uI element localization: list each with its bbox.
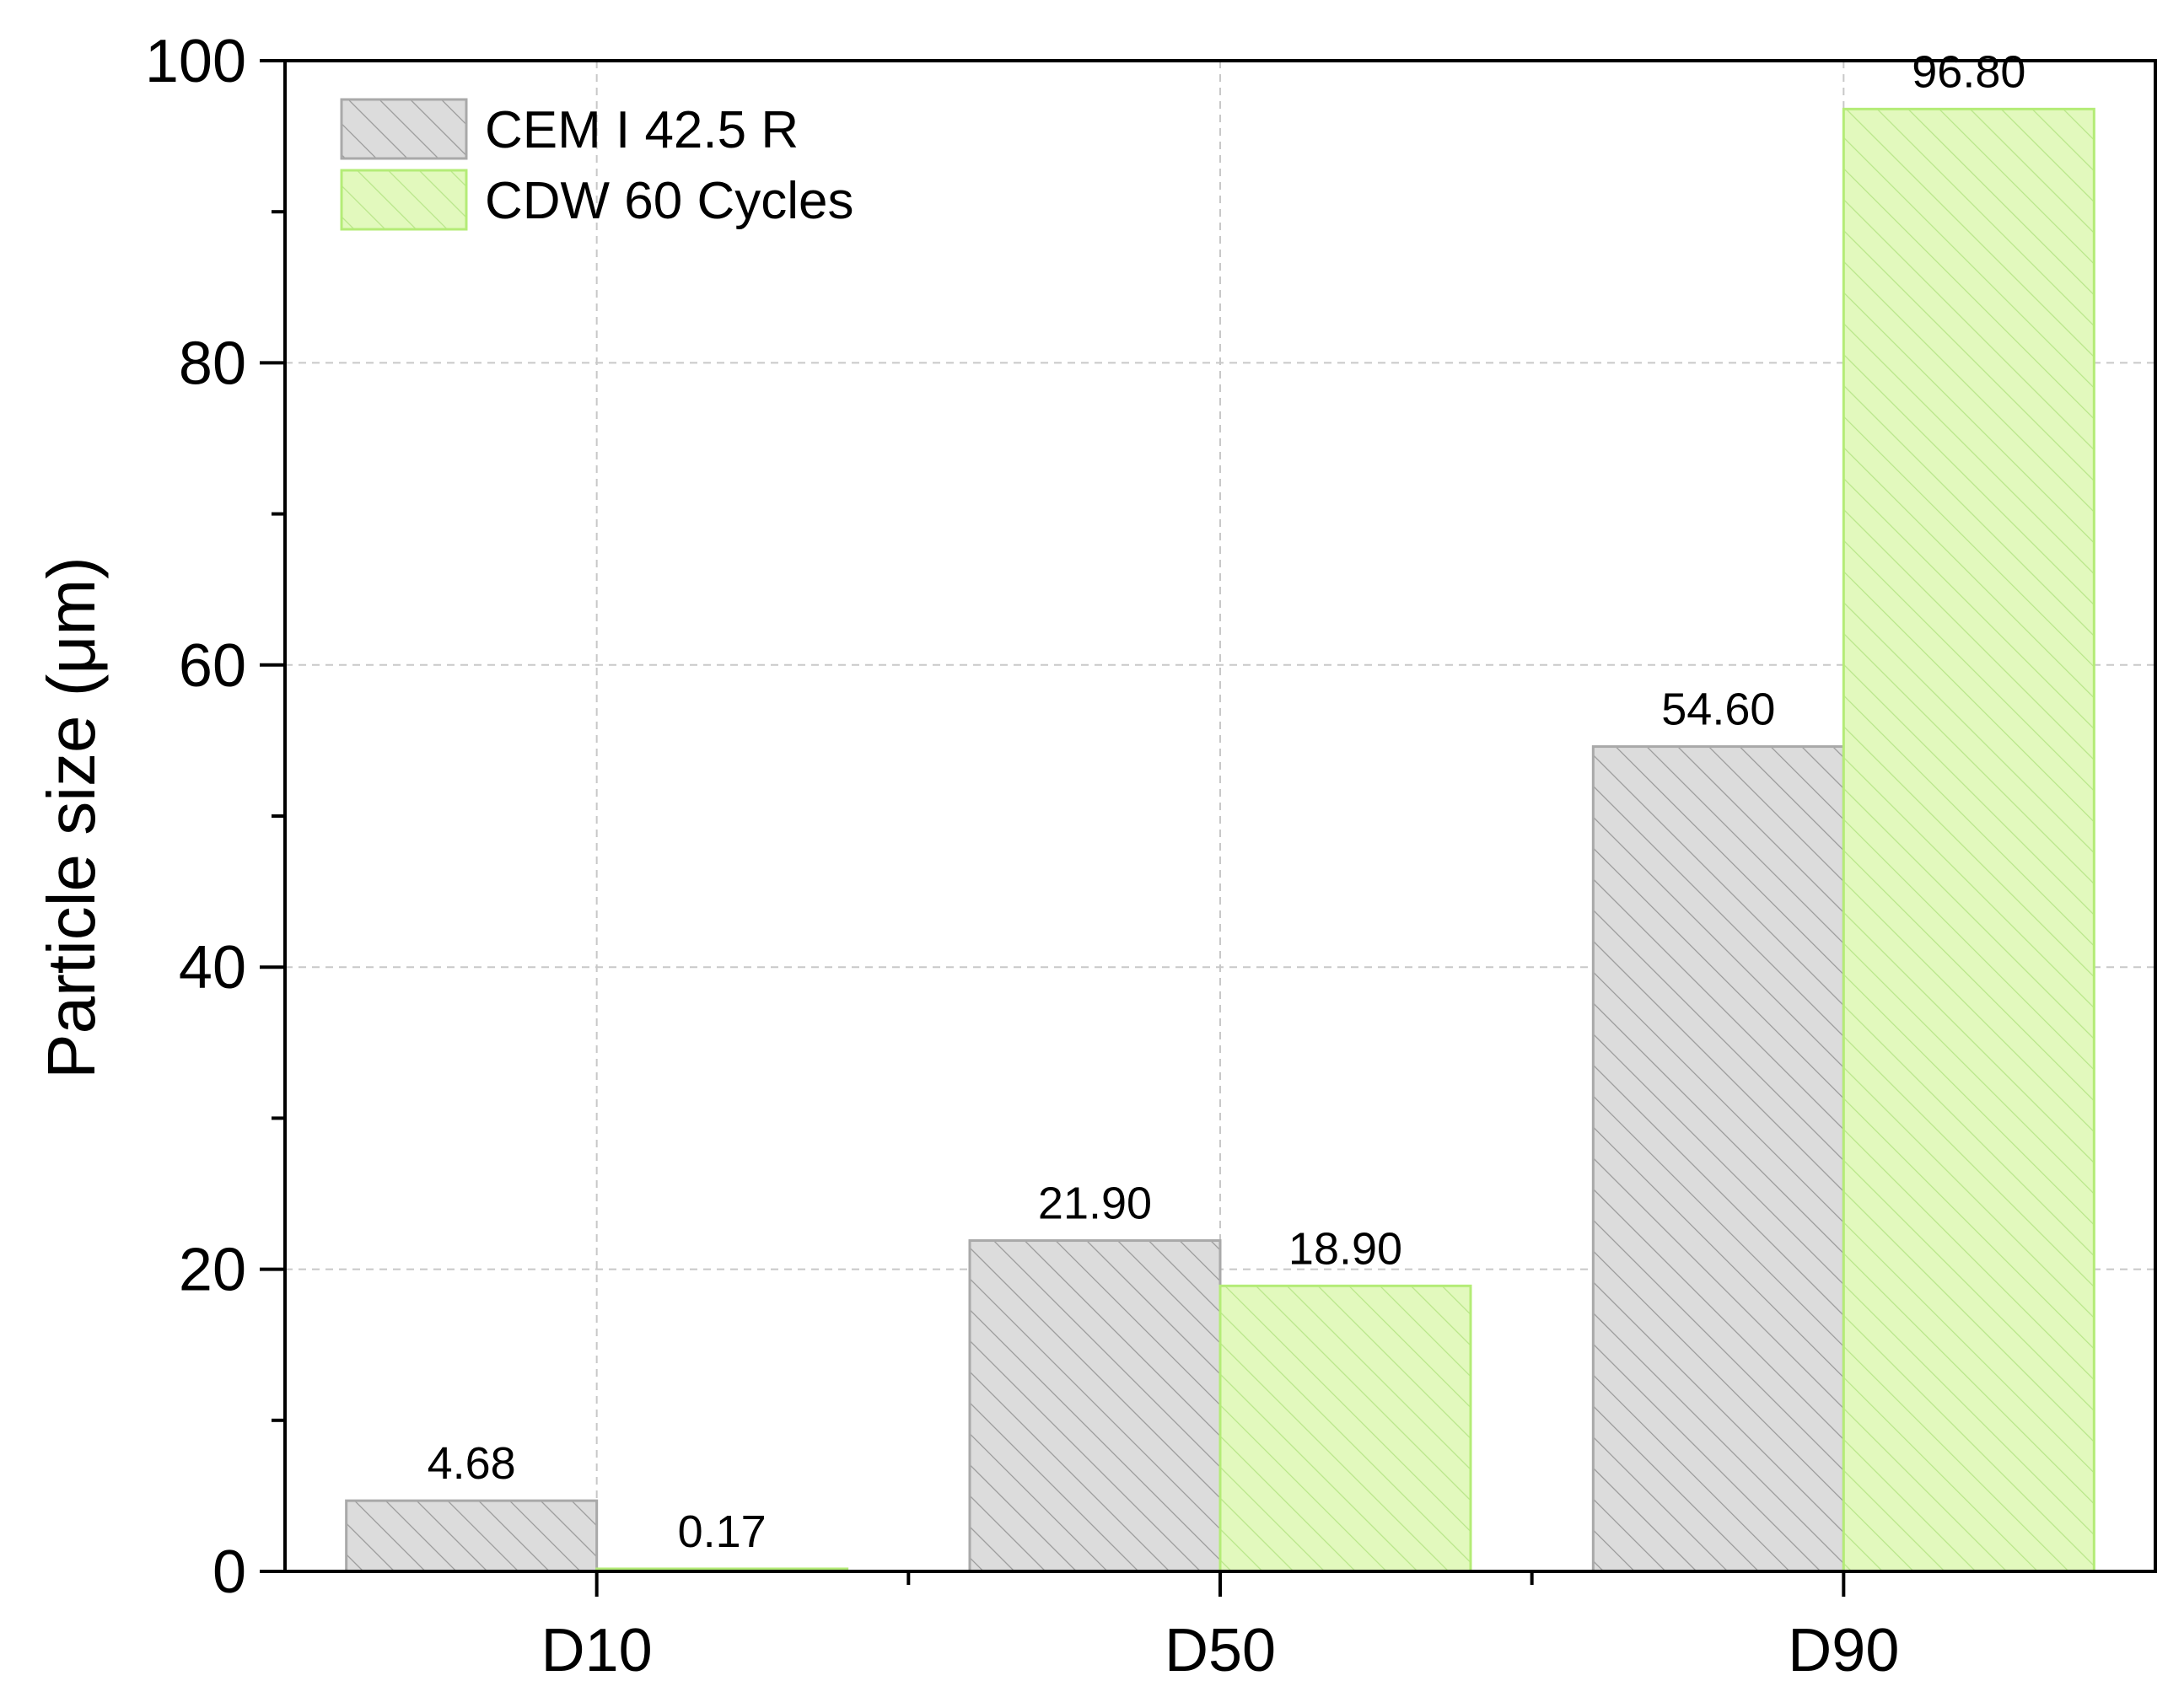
x-tick-label: D50 [1165,1617,1276,1684]
data-label: 54.60 [1661,685,1775,735]
bar-d90-series-1 [1591,745,1845,1573]
data-label: 96.80 [1912,46,2025,97]
legend-label: CEM I 42.5 R [485,101,799,159]
y-tick-label: 20 [179,1237,246,1304]
bar-d50-series-1 [968,1239,1222,1573]
data-label: 0.17 [678,1506,767,1557]
bar-d90-series-2 [1842,107,2095,1573]
y-tick-label: 40 [179,934,246,1002]
data-label: 4.68 [428,1438,516,1489]
legend-label: CDW 60 Cycles [485,172,854,230]
bar-d10-series-1 [345,1499,599,1573]
data-labels: 4.68 0.17 21.90 18.90 54.60 96.80 [428,46,2026,1557]
x-tick-label: D10 [541,1617,653,1684]
bars [345,107,2095,1573]
data-label: 18.90 [1288,1223,1402,1274]
y-axis-title: Particle size (μm) [34,556,109,1079]
y-tick-label: 60 [179,632,246,700]
axis-ticks: 0 20 40 60 80 100 D10 D50 D90 [145,28,1900,1684]
legend-swatch [340,169,468,231]
y-tick-label: 0 [212,1539,246,1606]
bar-d50-series-2 [1218,1284,1472,1573]
data-label: 21.90 [1038,1179,1152,1229]
y-tick-label: 80 [179,330,246,397]
x-tick-label: D90 [1788,1617,1899,1684]
y-tick-label: 100 [145,28,246,95]
legend-swatch [340,98,468,160]
legend: CEM I 42.5 R CDW 60 Cycles [340,98,854,231]
